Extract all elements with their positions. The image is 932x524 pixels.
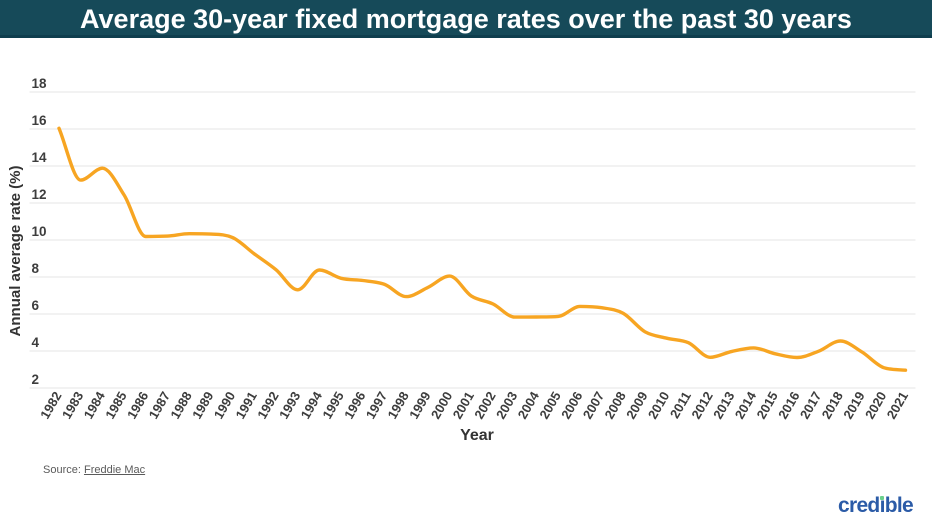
svg-text:2008: 2008 [601, 389, 628, 422]
svg-text:2001: 2001 [450, 389, 477, 422]
svg-text:1985: 1985 [102, 389, 129, 422]
svg-text:2013: 2013 [710, 389, 737, 422]
svg-text:1993: 1993 [276, 389, 303, 422]
svg-text:1996: 1996 [341, 389, 368, 422]
svg-text:6: 6 [32, 298, 40, 313]
svg-text:2004: 2004 [515, 388, 543, 421]
svg-text:2000: 2000 [428, 389, 455, 422]
svg-text:2002: 2002 [471, 389, 498, 422]
svg-text:8: 8 [32, 261, 40, 276]
svg-text:1988: 1988 [167, 389, 194, 422]
svg-text:1986: 1986 [124, 389, 151, 422]
svg-text:1998: 1998 [384, 389, 411, 422]
svg-text:1987: 1987 [146, 389, 173, 422]
svg-text:1991: 1991 [232, 389, 259, 422]
svg-text:2021: 2021 [884, 389, 911, 422]
svg-text:1997: 1997 [363, 389, 390, 422]
svg-text:2005: 2005 [536, 389, 563, 422]
svg-text:1999: 1999 [406, 389, 433, 422]
svg-text:14: 14 [32, 150, 48, 165]
svg-text:1995: 1995 [319, 389, 346, 422]
svg-text:Annual average rate (%): Annual average rate (%) [7, 166, 24, 337]
svg-text:10: 10 [32, 224, 47, 239]
svg-text:4: 4 [32, 335, 40, 350]
svg-text:12: 12 [32, 187, 47, 202]
svg-text:1989: 1989 [189, 389, 216, 422]
svg-text:2020: 2020 [862, 389, 889, 422]
svg-text:2016: 2016 [775, 389, 802, 422]
svg-text:2017: 2017 [797, 389, 824, 422]
svg-text:1982: 1982 [37, 389, 64, 422]
svg-text:1992: 1992 [254, 389, 281, 422]
svg-text:2010: 2010 [645, 389, 672, 422]
svg-text:16: 16 [32, 113, 48, 128]
svg-text:2011: 2011 [667, 389, 694, 421]
svg-text:2012: 2012 [688, 389, 715, 422]
svg-text:1983: 1983 [59, 389, 86, 422]
svg-text:2007: 2007 [580, 389, 607, 422]
svg-text:2015: 2015 [753, 389, 780, 422]
svg-text:1990: 1990 [211, 389, 238, 422]
svg-text:2014: 2014 [732, 388, 760, 421]
svg-text:2: 2 [32, 372, 40, 387]
svg-text:1994: 1994 [298, 388, 326, 421]
svg-text:Year: Year [460, 427, 494, 444]
svg-text:2003: 2003 [493, 389, 520, 422]
svg-text:2018: 2018 [819, 389, 846, 422]
svg-text:2006: 2006 [558, 389, 585, 422]
svg-text:2019: 2019 [840, 389, 867, 422]
svg-text:18: 18 [32, 76, 48, 91]
svg-text:1984: 1984 [81, 388, 109, 421]
svg-text:2009: 2009 [623, 389, 650, 422]
